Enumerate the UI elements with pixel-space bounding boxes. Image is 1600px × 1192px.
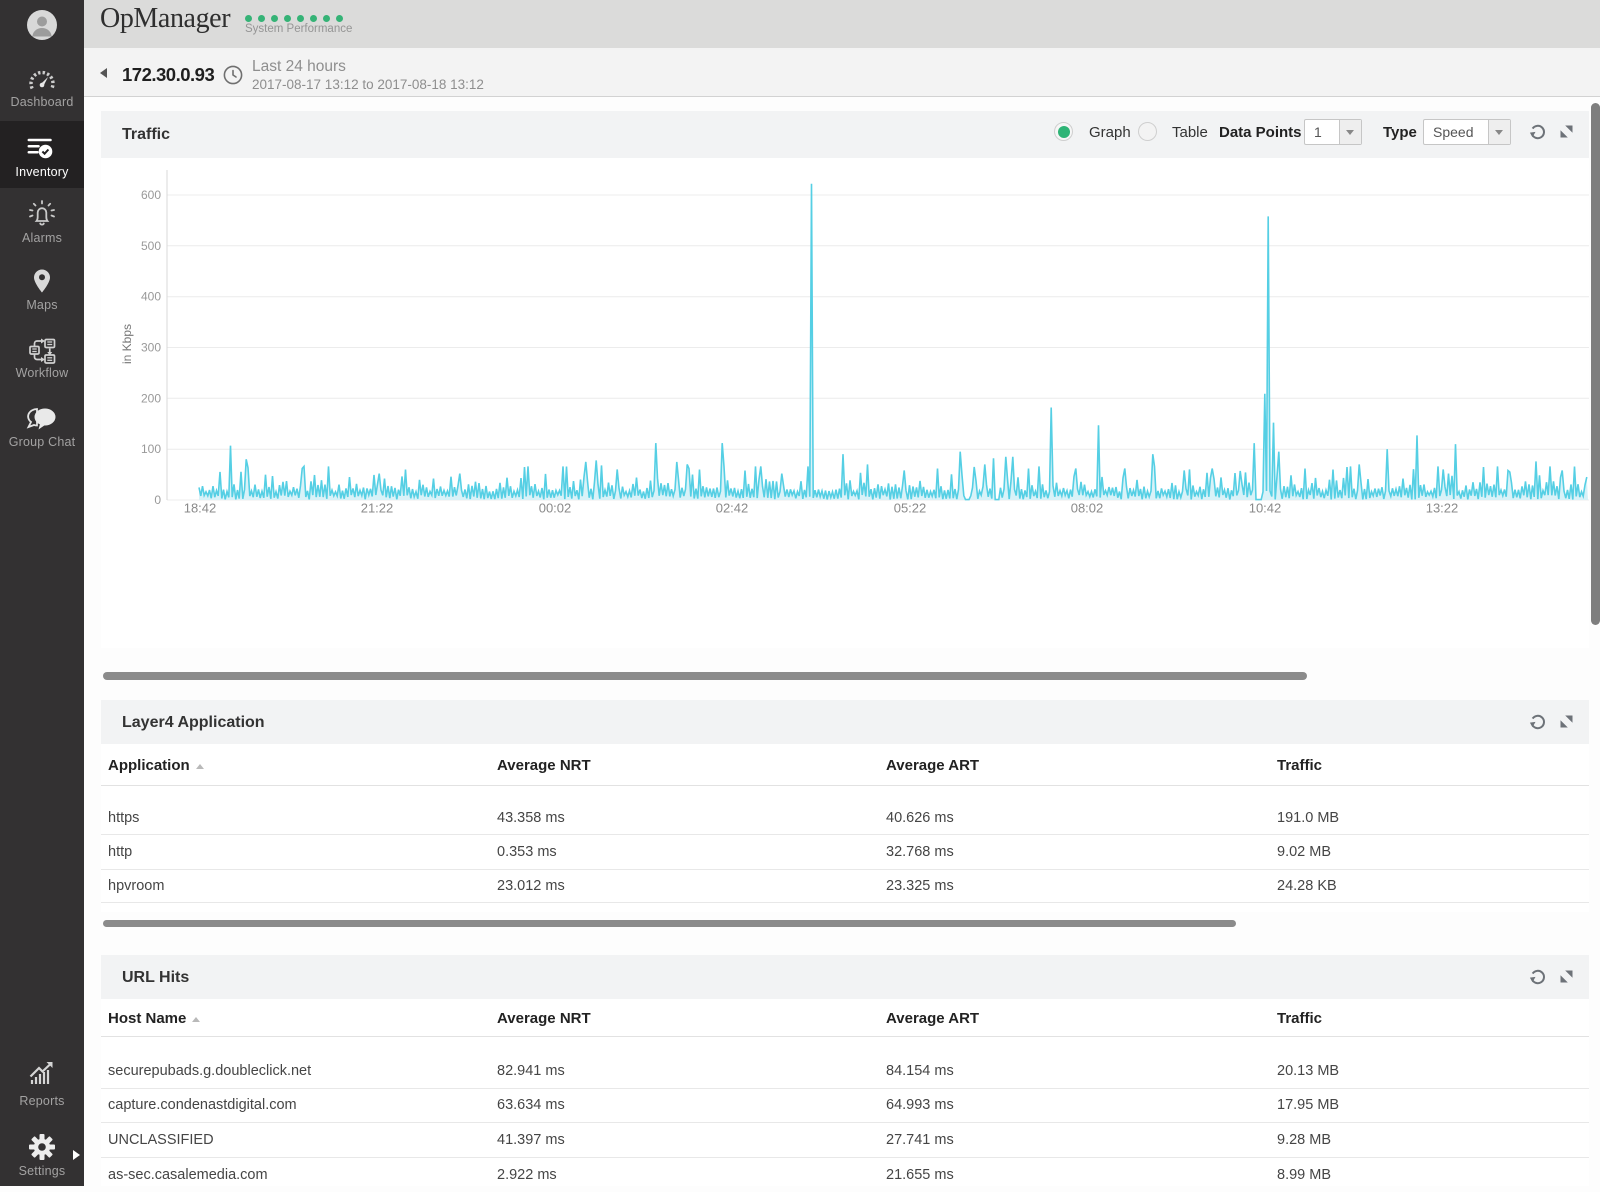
svg-text:in Kbps: in Kbps bbox=[120, 324, 134, 364]
svg-text:18:42: 18:42 bbox=[184, 501, 217, 516]
svg-text:0: 0 bbox=[154, 493, 161, 507]
svg-text:08:02: 08:02 bbox=[1071, 501, 1104, 516]
svg-text:100: 100 bbox=[141, 442, 161, 456]
svg-text:600: 600 bbox=[141, 188, 161, 202]
svg-text:00:02: 00:02 bbox=[539, 501, 572, 516]
svg-text:13:22: 13:22 bbox=[1426, 501, 1459, 516]
svg-text:500: 500 bbox=[141, 239, 161, 253]
svg-text:200: 200 bbox=[141, 391, 161, 405]
svg-text:21:22: 21:22 bbox=[361, 501, 394, 516]
svg-text:10:42: 10:42 bbox=[1249, 501, 1282, 516]
svg-text:300: 300 bbox=[141, 341, 161, 355]
svg-text:02:42: 02:42 bbox=[716, 501, 749, 516]
svg-text:400: 400 bbox=[141, 290, 161, 304]
svg-text:05:22: 05:22 bbox=[894, 501, 927, 516]
